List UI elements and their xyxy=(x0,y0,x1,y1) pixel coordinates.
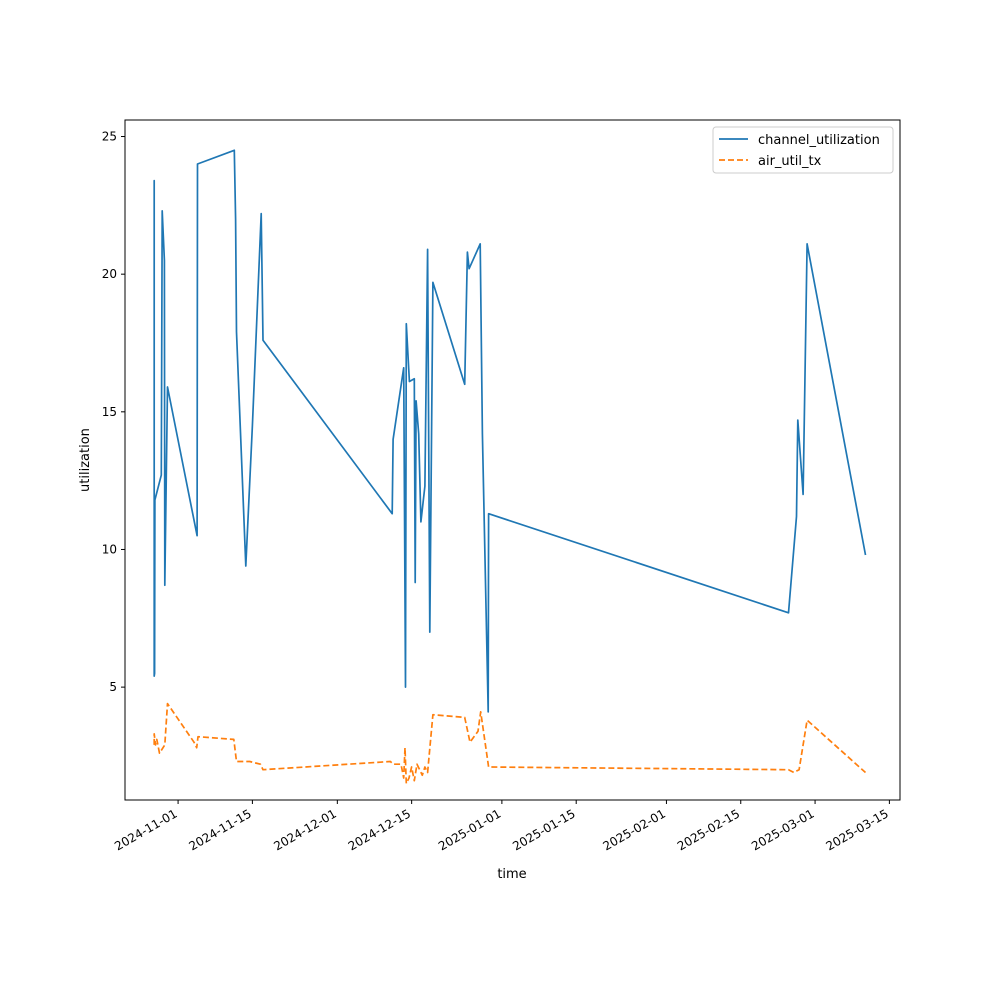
series-layer xyxy=(153,149,867,785)
series-line-channel_utilization xyxy=(153,149,867,713)
y-axis: 5 10 15 20 25 xyxy=(102,130,125,694)
legend-label-channel_utilization: channel_utilization xyxy=(758,133,880,148)
plot-frame xyxy=(124,119,901,801)
legend-label-air_util_tx: air_util_tx xyxy=(758,154,822,169)
y-tick-label: 25 xyxy=(102,130,117,144)
series-line-air_util_tx xyxy=(153,702,867,785)
y-tick-label: 5 xyxy=(109,680,117,694)
x-axis-label: time xyxy=(497,867,526,882)
y-axis-label: utilization xyxy=(78,428,93,492)
y-tick-label: 20 xyxy=(102,267,117,281)
legend-box xyxy=(712,126,894,174)
y-tick-label: 10 xyxy=(102,542,117,556)
y-tick-label: 15 xyxy=(102,405,117,419)
legend: channel_utilization air_util_tx xyxy=(712,126,894,174)
